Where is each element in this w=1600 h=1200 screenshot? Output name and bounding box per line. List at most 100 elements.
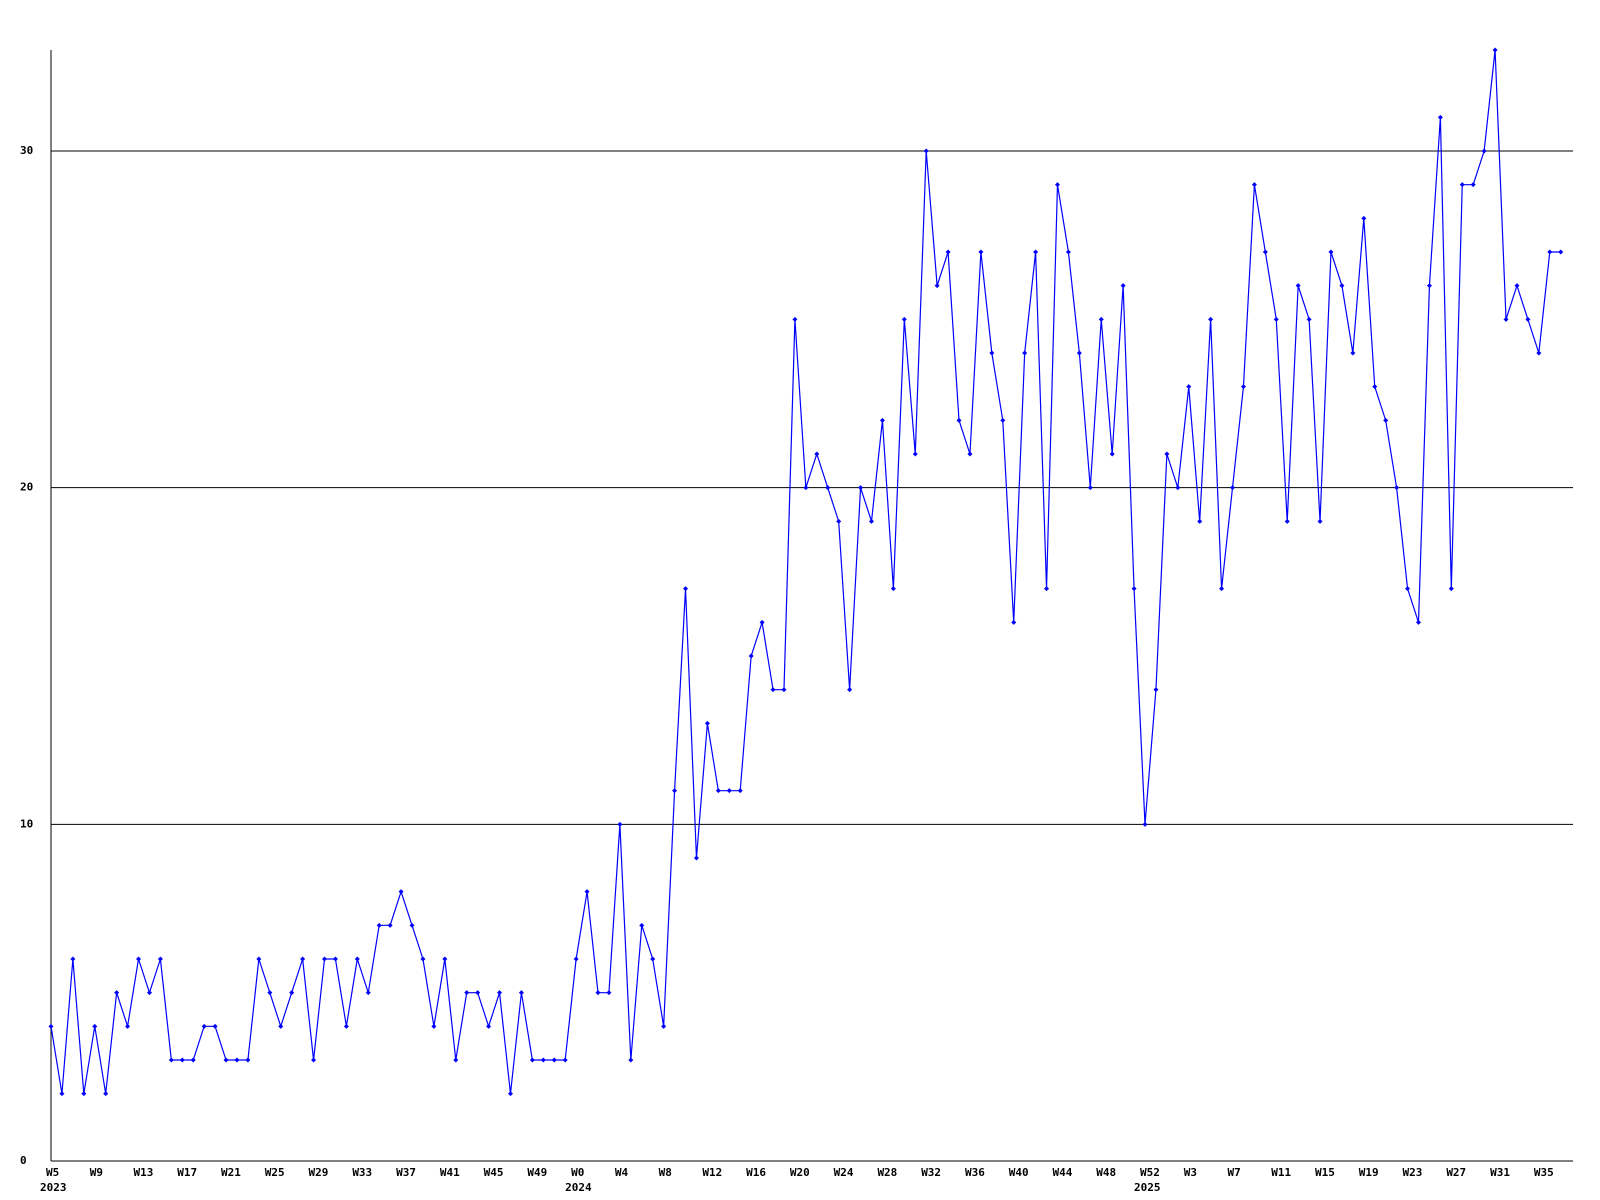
x-tick-label: W36 (965, 1166, 985, 1179)
x-tick-label: W45 (484, 1166, 504, 1179)
point (431, 1023, 437, 1029)
point (453, 1057, 459, 1063)
point (748, 653, 754, 659)
point (311, 1057, 317, 1063)
point (146, 990, 152, 996)
x-tick-label: W48 (1096, 1166, 1116, 1179)
point (836, 518, 842, 524)
point (1492, 47, 1498, 53)
point (125, 1023, 131, 1029)
x-tick-label: W16 (746, 1166, 766, 1179)
x-tick-label: W8 (659, 1166, 672, 1179)
point (300, 956, 306, 962)
point (332, 956, 338, 962)
point (704, 720, 710, 726)
point (201, 1023, 207, 1029)
x-tick-label: W27 (1446, 1166, 1466, 1179)
point (1350, 350, 1356, 356)
point (562, 1057, 568, 1063)
point (1295, 283, 1301, 289)
point (1131, 586, 1137, 592)
x-tick-label: W3 (1184, 1166, 1197, 1179)
point (814, 451, 820, 457)
point (847, 687, 853, 693)
point (1514, 283, 1520, 289)
point (1240, 384, 1246, 390)
point (945, 249, 951, 255)
x-tick-label: W29 (309, 1166, 329, 1179)
x-tick-label: W28 (877, 1166, 897, 1179)
point (617, 821, 623, 827)
point (661, 1023, 667, 1029)
point (1328, 249, 1334, 255)
point (967, 451, 973, 457)
point (376, 922, 382, 928)
point (1033, 249, 1039, 255)
x-tick-label: W32 (921, 1166, 941, 1179)
x-tick-label: W13 (134, 1166, 154, 1179)
y-tick-label: 10 (20, 817, 33, 830)
point (683, 586, 689, 592)
point (956, 417, 962, 423)
point (672, 788, 678, 794)
point (387, 922, 393, 928)
point (1197, 518, 1203, 524)
point (409, 922, 415, 928)
year-label: 2025 (1134, 1181, 1161, 1194)
point (1383, 417, 1389, 423)
point (540, 1057, 546, 1063)
point (354, 956, 360, 962)
year-label: 2024 (565, 1181, 592, 1194)
point (715, 788, 721, 794)
point (81, 1091, 87, 1097)
x-tick-label: W31 (1490, 1166, 1510, 1179)
x-tick-label: W12 (702, 1166, 722, 1179)
point (770, 687, 776, 693)
point (1087, 485, 1093, 491)
point (1525, 316, 1531, 322)
point (1208, 316, 1214, 322)
point (1000, 417, 1006, 423)
point (1437, 114, 1443, 120)
point (1547, 249, 1553, 255)
point (879, 417, 885, 423)
x-tick-label: W20 (790, 1166, 810, 1179)
point (398, 889, 404, 895)
x-tick-label: W17 (177, 1166, 197, 1179)
point (573, 956, 579, 962)
point (114, 990, 120, 996)
point (256, 956, 262, 962)
x-tick-label: W4 (615, 1166, 629, 1179)
point (289, 990, 295, 996)
point (1558, 249, 1564, 255)
point (737, 788, 743, 794)
point (551, 1057, 557, 1063)
point (1426, 283, 1432, 289)
point (1448, 586, 1454, 592)
point (1361, 215, 1367, 221)
point (595, 990, 601, 996)
point (486, 1023, 492, 1029)
x-tick-label: W33 (352, 1166, 372, 1179)
point (650, 956, 656, 962)
x-tick-label: W19 (1359, 1166, 1379, 1179)
point (923, 148, 929, 154)
point (1175, 485, 1181, 491)
point (1481, 148, 1487, 154)
point (1339, 283, 1345, 289)
point (1459, 182, 1465, 188)
x-tick-label: W5 (46, 1166, 59, 1179)
x-tick-label: W40 (1009, 1166, 1029, 1179)
point (989, 350, 995, 356)
point (1022, 350, 1028, 356)
x-tick-label: W11 (1271, 1166, 1291, 1179)
point (978, 249, 984, 255)
point (858, 485, 864, 491)
point (223, 1057, 229, 1063)
point (1164, 451, 1170, 457)
point (693, 855, 699, 861)
point (136, 956, 142, 962)
point (103, 1091, 109, 1097)
point (1416, 619, 1421, 625)
point (1536, 350, 1542, 356)
